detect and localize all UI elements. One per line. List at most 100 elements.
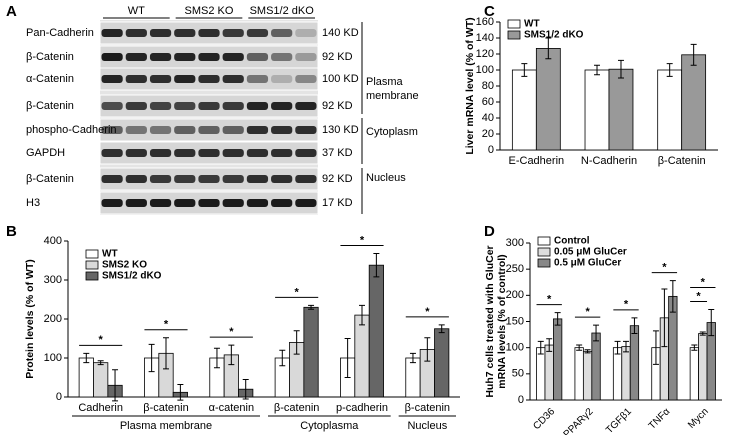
y-tick-label: 200 — [506, 289, 524, 301]
legend-swatch — [537, 236, 551, 246]
blot-band — [101, 199, 123, 207]
y-tick-label: 0 — [56, 391, 62, 403]
compartment-label: Nucleus — [366, 172, 406, 184]
blot-band — [271, 102, 293, 110]
error-bar — [163, 337, 169, 370]
y-tick-label: 50 — [512, 368, 524, 380]
y-axis-label: Protein levels (% of WT) — [24, 259, 36, 379]
lane-group-label: SMS2 KO — [185, 5, 234, 17]
error-bar — [213, 347, 220, 369]
significance-star: * — [229, 326, 234, 338]
blot-band — [101, 175, 123, 183]
panel-letter: B — [6, 223, 17, 240]
blot-band — [125, 149, 147, 157]
row-size: 92 KD — [322, 173, 353, 185]
x-tick-label: E-Cadherin — [509, 155, 565, 167]
legend-swatch — [507, 19, 521, 29]
bar — [434, 328, 450, 398]
bar — [584, 69, 610, 151]
blot-band — [125, 75, 147, 83]
blot-band — [295, 126, 317, 134]
error-bar — [661, 288, 668, 348]
blot-band — [295, 75, 317, 83]
y-tick-label: 250 — [506, 263, 524, 275]
blot-band — [149, 29, 172, 37]
error-bar — [359, 304, 365, 326]
error-bar — [228, 344, 235, 366]
blot-band — [198, 29, 220, 37]
error-bar — [279, 349, 286, 367]
blot-band — [246, 102, 269, 110]
bar — [629, 325, 640, 401]
blot-band — [149, 53, 172, 61]
significance-star: * — [295, 286, 300, 298]
blot-band — [295, 175, 317, 183]
legend-swatch — [507, 30, 521, 40]
row-size: 92 KD — [322, 100, 353, 112]
blot-band — [222, 102, 244, 110]
y-tick-label: 150 — [506, 315, 524, 327]
blot-band — [222, 75, 244, 83]
row-label: β-Catenin — [26, 51, 74, 63]
blot-band — [295, 199, 317, 207]
row-label: Pan-Cadherin — [26, 27, 94, 39]
bar — [303, 306, 319, 398]
blot-band — [198, 149, 220, 157]
blot-band — [222, 126, 244, 134]
blot-band — [271, 126, 293, 134]
blot-band — [271, 149, 293, 157]
row-size: 92 KD — [322, 51, 353, 63]
bar — [591, 332, 601, 401]
row-size: 100 KD — [322, 73, 359, 85]
error-bar — [308, 304, 315, 310]
error-bar — [521, 63, 528, 77]
blot-band — [198, 53, 220, 61]
error-bar — [293, 330, 300, 355]
bar — [621, 346, 631, 401]
error-bar — [669, 280, 676, 313]
blot-band — [271, 199, 293, 207]
blot-band — [174, 53, 196, 61]
bar — [354, 314, 370, 398]
error-bar — [344, 338, 351, 378]
error-bar — [691, 344, 698, 351]
blot-band — [101, 75, 123, 83]
x-tick-label: Cadherin — [78, 402, 123, 414]
blot-band — [198, 102, 220, 110]
compartment-label: Cytoplasm — [366, 126, 418, 138]
x-tick-label: p-cadherin — [336, 402, 388, 414]
bar — [544, 344, 554, 401]
blot-band — [101, 29, 123, 37]
significance-star: * — [585, 306, 590, 318]
row-size: 130 KD — [322, 124, 359, 136]
significance-star: * — [360, 234, 365, 246]
legend-swatch — [85, 260, 99, 270]
y-tick-label: 160 — [476, 16, 494, 28]
error-bar — [112, 369, 119, 402]
blot-band — [149, 126, 172, 134]
group-label: Nucleus — [407, 420, 447, 432]
blot-band — [149, 102, 172, 110]
error-bar — [424, 337, 431, 362]
row-size: 37 KD — [322, 147, 353, 159]
bar — [612, 347, 623, 401]
blot-band — [295, 149, 317, 157]
blot-band — [125, 102, 147, 110]
blot-band — [222, 175, 244, 183]
error-bar — [593, 324, 600, 342]
legend-swatch — [537, 258, 551, 268]
bar — [657, 69, 683, 151]
x-tick-label: β-Catenin — [658, 155, 706, 167]
row-label: α-Catenin — [26, 73, 74, 85]
significance-star: * — [99, 334, 104, 346]
legend-label: WT — [524, 19, 540, 30]
y-tick-label: 100 — [506, 342, 524, 354]
lane-group-label: WT — [128, 5, 145, 17]
bar — [93, 362, 109, 398]
bar — [608, 68, 634, 151]
y-tick-label: 80 — [482, 80, 494, 92]
blot-band — [125, 29, 147, 37]
error-bar — [617, 59, 624, 79]
